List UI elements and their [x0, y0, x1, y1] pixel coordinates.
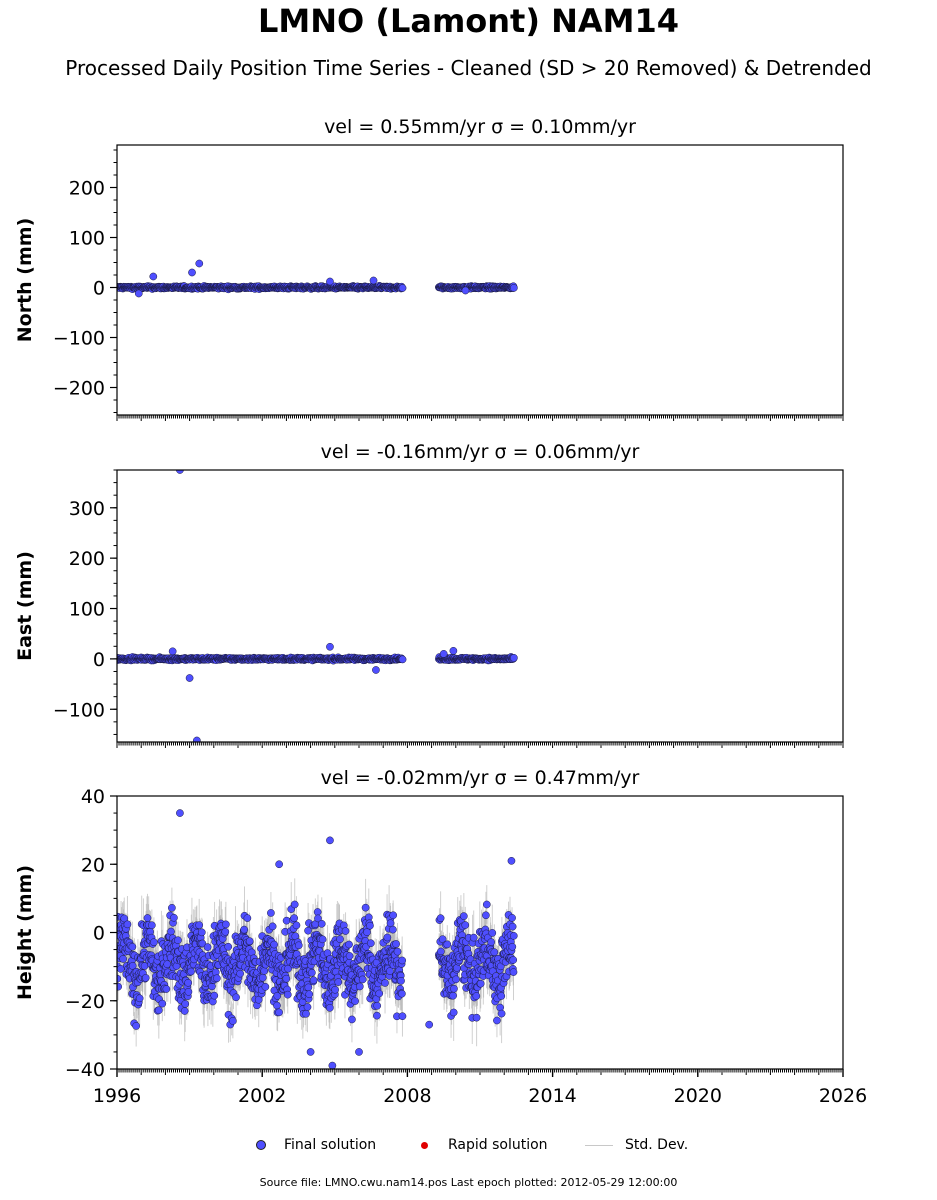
plot-frame	[116, 469, 844, 743]
panel-title: vel = -0.02mm/yr σ = 0.47mm/yr	[321, 767, 640, 789]
panel-title: vel = -0.16mm/yr σ = 0.06mm/yr	[321, 441, 640, 463]
series-final	[117, 809, 518, 1069]
outlier-point	[193, 736, 201, 742]
y-tick-label: 300	[69, 498, 105, 520]
outlier-point	[372, 666, 380, 674]
y-tick-label: −100	[53, 699, 105, 721]
y-tick-label: −100	[53, 328, 105, 350]
page-title: LMNO (Lamont) NAM14	[257, 2, 680, 40]
data-point	[398, 284, 407, 292]
panel-3: vel = -0.02mm/yr σ = 0.47mm/yr Height (mm…	[14, 767, 867, 1107]
final-points	[117, 259, 518, 298]
outlier-point	[449, 646, 458, 655]
y-tick-label: 200	[69, 178, 105, 200]
outlier-point	[439, 650, 448, 658]
data-point	[398, 655, 407, 664]
series-final	[117, 470, 518, 742]
y-axis-label: Height (mm)	[14, 865, 36, 1000]
panel-2: vel = -0.16mm/yr σ = 0.06mm/yr East (mm) 3…	[14, 441, 844, 748]
panel-1: vel = 0.55mm/yr σ = 0.10mm/yr North (mm) 2…	[14, 116, 844, 421]
outlier-point	[326, 277, 334, 286]
data-point	[510, 284, 518, 292]
outlier-point	[149, 272, 158, 281]
y-tick-label: 0	[93, 649, 105, 671]
outlier-point	[176, 470, 184, 474]
y-tick-label: 100	[69, 599, 105, 621]
outlier-point	[195, 259, 204, 268]
outlier-point	[326, 642, 334, 651]
page-subtitle: Processed Daily Position Time Series - C…	[65, 56, 872, 80]
plot-frame	[116, 144, 844, 416]
y-tick-label: 0	[93, 278, 105, 300]
panel-title: vel = 0.55mm/yr σ = 0.10mm/yr	[324, 116, 636, 138]
y-axis-label: East (mm)	[14, 551, 36, 661]
outlier-point	[369, 276, 378, 285]
data-point	[510, 653, 518, 662]
outlier-point	[168, 647, 177, 656]
outlier-point	[134, 289, 143, 298]
y-tick-label: 200	[69, 548, 105, 570]
outlier-point	[461, 286, 470, 295]
y-tick-label: −200	[53, 378, 105, 400]
y-tick-label: 100	[69, 228, 105, 250]
outlier-point	[185, 674, 194, 682]
outlier-point	[188, 268, 196, 277]
series-final	[117, 259, 518, 298]
y-axis-label: North (mm)	[14, 218, 36, 343]
final-points	[117, 470, 518, 742]
